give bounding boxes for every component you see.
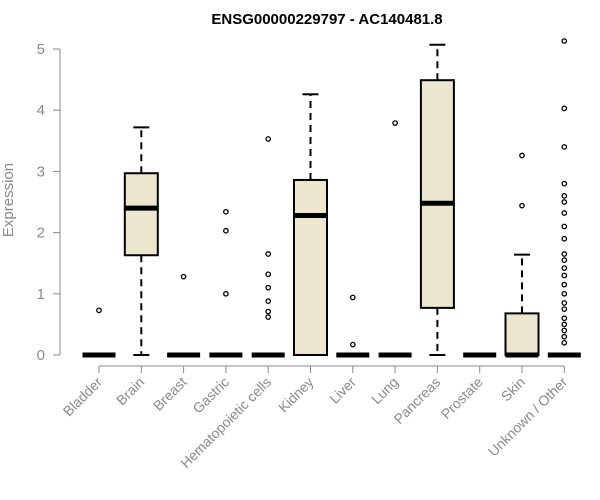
- box-group: [123, 126, 159, 356]
- x-tick-label: Pancreas: [390, 374, 443, 427]
- outlier-point: [223, 227, 229, 234]
- x-tick-label: Prostate: [438, 374, 486, 422]
- x-tick-label: Kidney: [275, 374, 317, 416]
- box-group: [293, 93, 328, 356]
- outlier-point: [349, 341, 356, 348]
- y-tick-label: 3: [37, 163, 45, 180]
- box-iqr: [419, 79, 455, 309]
- outlier-point: [223, 290, 229, 297]
- box-group: [167, 273, 201, 358]
- outlier-point: [349, 294, 356, 301]
- outlier-point: [561, 306, 568, 312]
- outlier-point: [519, 202, 525, 209]
- outlier-point: [561, 265, 568, 271]
- box-group: [209, 208, 243, 358]
- box-group: [504, 152, 540, 358]
- outlier-point: [223, 208, 229, 215]
- x-tick-label: Brain: [113, 374, 147, 408]
- y-tick-label: 0: [37, 347, 45, 364]
- outlier-point: [561, 199, 568, 205]
- outlier-point: [561, 144, 568, 150]
- outlier-point: [265, 298, 272, 304]
- outlier-point: [561, 333, 568, 340]
- outlier-point: [561, 339, 568, 346]
- outlier-point: [265, 136, 272, 142]
- outlier-point: [561, 235, 568, 242]
- y-axis: 0 1 2 3 4 5: [37, 41, 61, 364]
- outlier-point: [96, 307, 102, 314]
- outlier-point: [265, 284, 272, 291]
- x-tick-label: Bladder: [60, 374, 106, 420]
- box-group: [251, 136, 285, 358]
- box-group: [419, 43, 455, 356]
- x-tick-label: Skin: [498, 374, 529, 405]
- outlier-point: [265, 271, 272, 278]
- outlier-point: [561, 105, 568, 112]
- y-tick-label: 2: [37, 225, 45, 242]
- outlier-point: [561, 290, 568, 297]
- box-iqr: [293, 178, 328, 356]
- outlier-point: [561, 223, 568, 230]
- box-group: [547, 38, 581, 358]
- y-tick-label: 4: [37, 102, 45, 119]
- outlier-point: [561, 300, 568, 306]
- outlier-point: [265, 314, 272, 320]
- outlier-point: [265, 308, 272, 315]
- outlier-point: [561, 193, 568, 199]
- outlier-point: [561, 321, 568, 328]
- y-axis-label: Expression: [0, 163, 17, 237]
- outlier-point: [561, 251, 568, 257]
- outlier-point: [561, 327, 568, 334]
- x-tick-label: Lung: [368, 374, 401, 407]
- chart-title: ENSG00000229797 - AC140481.8: [211, 11, 442, 28]
- outlier-point: [392, 120, 398, 126]
- x-tick-label: Liver: [326, 374, 359, 407]
- outlier-point: [561, 257, 568, 263]
- outlier-point: [561, 38, 568, 44]
- outlier-point: [561, 315, 568, 322]
- outlier-point: [265, 251, 272, 257]
- outlier-point: [561, 180, 568, 187]
- box-group: [378, 120, 412, 358]
- outlier-point: [180, 273, 187, 280]
- x-tick-label: Unknown / Other: [485, 374, 571, 460]
- box-iqr: [123, 172, 159, 257]
- box-group: [336, 294, 370, 358]
- box-iqr: [504, 312, 540, 357]
- y-tick-label: 1: [37, 286, 45, 303]
- x-tick-label: Breast: [150, 374, 190, 414]
- outlier-point: [519, 152, 525, 159]
- y-tick-label: 5: [37, 41, 45, 58]
- outlier-point: [561, 210, 568, 216]
- outlier-point: [561, 281, 568, 288]
- plot-area: [82, 38, 581, 358]
- outlier-point: [561, 272, 568, 279]
- box-group: [82, 307, 116, 358]
